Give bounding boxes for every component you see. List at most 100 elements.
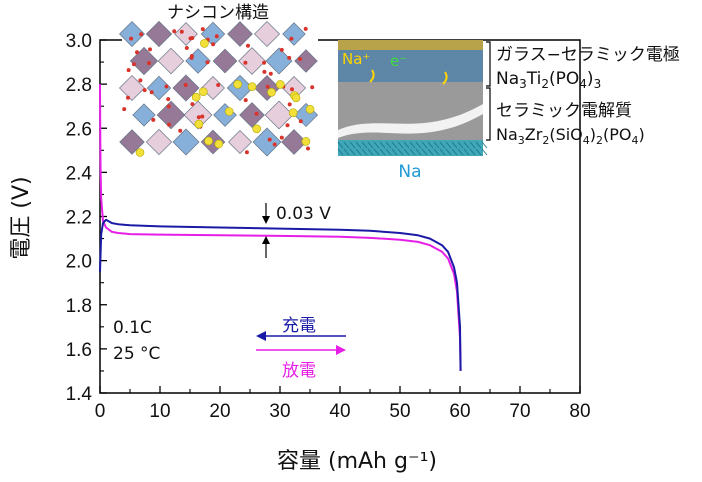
series-line-discharge (99, 84, 462, 371)
y-axis-title: 電圧 (V) (9, 176, 34, 259)
oxygen-atom (306, 146, 310, 151)
ef-a: Na (496, 69, 519, 89)
polyhedron (119, 129, 145, 155)
hatch-line (445, 148, 452, 156)
oxygen-atom (183, 83, 188, 87)
lf-e: (PO (603, 125, 631, 144)
sodium-atom (305, 105, 315, 114)
sodium-atom (301, 137, 311, 146)
oxygen-atom (262, 60, 267, 65)
oxygen-atom (151, 117, 156, 122)
hatch-line (421, 148, 428, 156)
polyhedron (172, 74, 200, 102)
polyhedron (252, 127, 282, 157)
oxygen-atom (172, 29, 177, 34)
ef-d: ) (587, 69, 594, 89)
oxygen-atom (129, 36, 134, 41)
cell-cross-section-inset: Na⁺ e⁻ Na ガラス−セラミック電極 Na3Ti2(PO4)3 セラミック… (337, 40, 680, 182)
gap-label: 0.03 V (276, 204, 331, 224)
hatch-line (385, 148, 392, 156)
hatch-line (337, 141, 344, 149)
oxygen-atom (200, 27, 205, 32)
oxygen-atom (138, 78, 143, 83)
hatch-line (355, 148, 362, 156)
hatch-line (385, 141, 392, 149)
lf-s5: 4 (632, 134, 639, 147)
hatch-line (409, 141, 416, 149)
legend-charge-label: 充電 (282, 316, 316, 336)
hatch-line (403, 141, 410, 149)
hatch-line (361, 148, 368, 156)
oxygen-atom (285, 123, 290, 128)
polyhedron (227, 21, 253, 47)
oxygen-atom (298, 119, 303, 124)
oxygen-atom (131, 62, 136, 67)
oxygen-atom (184, 46, 189, 50)
ef-b: Ti (526, 69, 542, 89)
hatch-line (397, 148, 404, 156)
hatch-line (433, 141, 440, 149)
electrode-label: ガラス−セラミック電極 (496, 45, 680, 65)
polyhedron (145, 128, 173, 156)
lf-d: ) (590, 125, 596, 144)
oxygen-atom (166, 104, 171, 109)
polyhedron (172, 128, 200, 156)
oxygen-atom (178, 128, 183, 133)
x-tick-label: 10 (149, 401, 170, 422)
hatch-line (343, 141, 350, 149)
electrolyte-grain (338, 104, 483, 138)
hatch-line (433, 148, 440, 156)
hatch-line (463, 141, 470, 149)
temperature-label: 25 °C (113, 344, 160, 364)
gap-annotation: 0.03 V (262, 203, 331, 258)
oxygen-atom (189, 55, 194, 60)
x-tick-label: 20 (209, 401, 230, 422)
sodium-atom (191, 92, 201, 102)
oxygen-atom (310, 85, 315, 90)
hatch-line (349, 148, 356, 156)
oxygen-atom (262, 69, 267, 74)
hatch-line (469, 148, 476, 156)
lf-a: Na (496, 125, 518, 144)
hatch-line (349, 141, 356, 149)
series-line-charge (99, 218, 462, 371)
oxygen-atom (149, 90, 154, 95)
gap-arrowhead-down (262, 216, 270, 224)
x-tick-label: 50 (389, 401, 410, 422)
oxygen-atom (164, 84, 169, 89)
oxygen-atom (166, 97, 171, 102)
polyhedron (183, 100, 213, 130)
sodium-atom (199, 87, 208, 96)
oxygen-atom (148, 47, 152, 52)
hatch-line (439, 141, 446, 149)
x-tick-label: 70 (509, 401, 530, 422)
ef-s1: 3 (519, 77, 527, 91)
y-tick-label: 2.2 (66, 208, 92, 229)
lf-s4: 2 (596, 134, 603, 147)
polyhedron (227, 129, 253, 155)
lf-f: ) (639, 125, 645, 144)
y-tick-label: 1.8 (66, 296, 92, 317)
sodium-hatch (337, 141, 488, 156)
hatch-line (355, 141, 362, 149)
sodium-atom (214, 139, 224, 149)
hatch-line (361, 141, 368, 149)
oxygen-atom (254, 111, 259, 116)
hatch-line (391, 148, 398, 156)
x-tick-label: 30 (269, 401, 290, 422)
crystal-structure-inset: ナシコン構造 (119, 3, 319, 162)
oxygen-atom (268, 71, 273, 76)
polyhedron (119, 21, 145, 47)
polyhedron (156, 100, 186, 130)
hatch-line (373, 141, 380, 149)
oxygen-atom (246, 43, 250, 48)
oxygen-atom (139, 32, 144, 37)
x-tick-label: 0 (95, 401, 106, 422)
x-tick-label: 40 (329, 401, 350, 422)
hatch-line (427, 148, 434, 156)
legend: 充電 放電 (256, 316, 346, 381)
hatch-line (457, 141, 464, 149)
sodium-atom (247, 82, 257, 91)
oxygen-atom (142, 88, 147, 93)
y-tick-labels: 1.4 1.6 1.8 2.0 2.2 2.4 2.6 2.8 3.0 (66, 31, 93, 405)
